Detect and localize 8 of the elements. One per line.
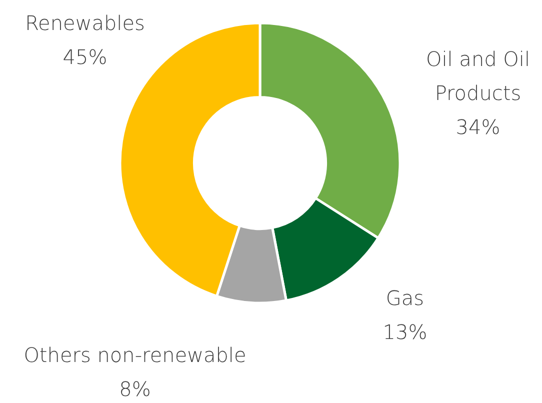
slice-label: Renewables — [25, 11, 145, 35]
slice-label: Others non-renewable — [24, 343, 246, 367]
slice-label: Gas — [386, 286, 424, 310]
data-label: 34% — [456, 115, 500, 139]
data-label: 8% — [119, 377, 151, 401]
slice-label: Oil and Oil Products — [426, 47, 530, 105]
data-label: 13% — [382, 320, 428, 344]
data-label: 45% — [62, 45, 108, 69]
